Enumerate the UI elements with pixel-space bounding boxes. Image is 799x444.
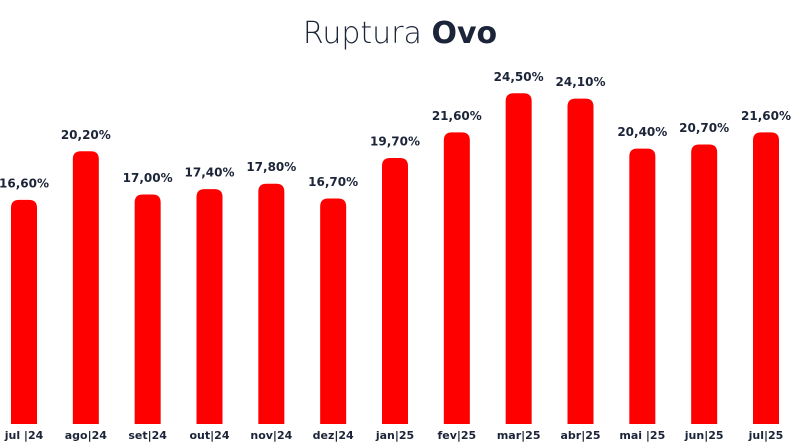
bar	[443, 132, 470, 424]
x-tick-label: mai |25	[619, 429, 665, 442]
bar	[320, 198, 347, 424]
value-label: 24,10%	[556, 75, 606, 89]
x-tick-label: out|24	[190, 429, 230, 442]
chart-title-highlight: Ovo	[431, 16, 497, 51]
value-label: 19,70%	[370, 135, 420, 149]
bar	[753, 132, 779, 424]
value-label: 20,40%	[617, 125, 667, 139]
value-label: 16,70%	[308, 175, 358, 189]
bar	[382, 158, 408, 425]
chart-title: Ruptura	[303, 16, 422, 51]
value-label: 17,00%	[123, 171, 173, 185]
x-tick-label: mar|25	[497, 429, 541, 442]
value-label: 20,70%	[679, 121, 729, 135]
chart-title-group: Ruptura Ovo	[303, 16, 497, 51]
x-tick-label: nov|24	[250, 429, 292, 442]
bar	[11, 199, 37, 424]
value-label: 21,60%	[741, 109, 791, 123]
value-label: 17,80%	[246, 160, 296, 174]
x-tick-label: abr|25	[560, 429, 600, 442]
bar	[691, 144, 718, 425]
bar	[196, 189, 223, 424]
x-tick-label: jun|25	[684, 429, 724, 442]
x-tick-label: jul|25	[748, 429, 784, 442]
bar	[258, 183, 285, 424]
bar	[72, 151, 99, 425]
x-tick-label: ago|24	[65, 429, 108, 442]
bar	[505, 93, 532, 424]
x-tick-label: jan|25	[375, 429, 414, 442]
bar	[567, 98, 594, 425]
bar	[134, 194, 161, 424]
x-tick-label: dez|24	[313, 429, 354, 442]
x-tick-label: jul |24	[4, 429, 44, 442]
value-label: 21,60%	[432, 109, 482, 123]
value-label: 20,20%	[61, 128, 111, 142]
x-tick-label: set|24	[128, 429, 167, 442]
value-label: 24,50%	[494, 70, 544, 84]
value-label: 17,40%	[185, 166, 235, 180]
bar	[629, 148, 656, 424]
x-tick-label: fev|25	[437, 429, 476, 442]
value-label: 16,60%	[0, 176, 49, 190]
